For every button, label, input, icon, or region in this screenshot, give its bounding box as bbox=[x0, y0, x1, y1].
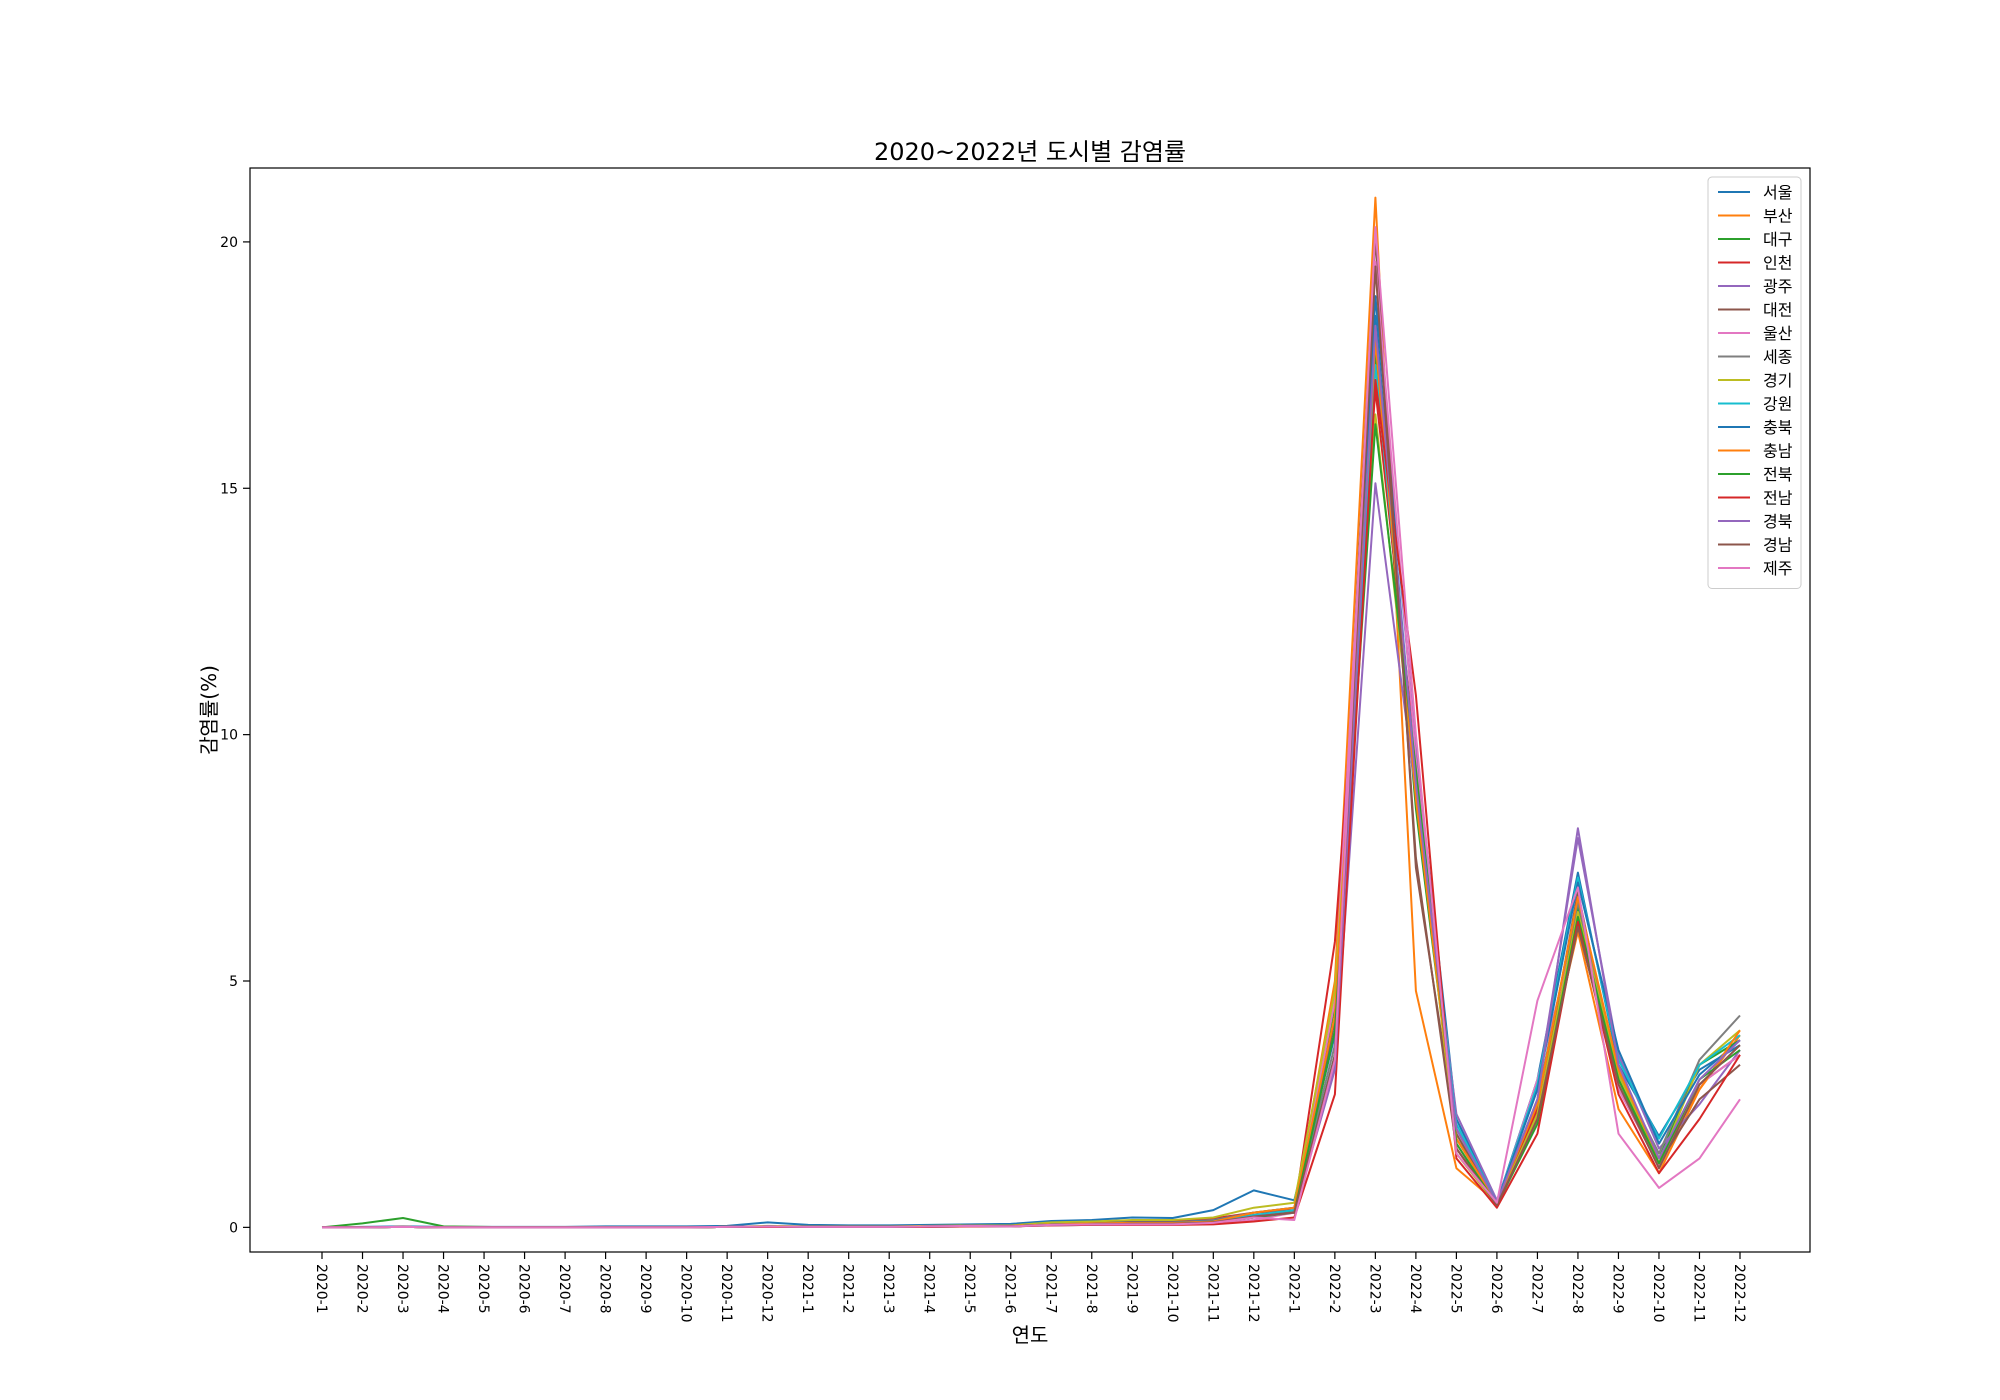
x-tick-label: 2021-10 bbox=[1164, 1264, 1180, 1323]
legend-label: 부산 bbox=[1763, 207, 1793, 226]
x-tick-label: 2020-3 bbox=[394, 1264, 410, 1314]
y-tick-label: 20 bbox=[220, 235, 238, 251]
chart-title: 2020~2022년 도시별 감염률 bbox=[874, 138, 1186, 166]
x-tick-label: 2020-9 bbox=[637, 1264, 653, 1314]
x-tick-label: 2022-8 bbox=[1569, 1264, 1585, 1314]
y-tick-label: 15 bbox=[220, 481, 238, 497]
x-tick-label: 2022-10 bbox=[1650, 1264, 1666, 1323]
x-tick-label: 2021-3 bbox=[880, 1264, 896, 1314]
legend-label: 대구 bbox=[1763, 230, 1792, 249]
y-tick-label: 5 bbox=[229, 974, 238, 990]
x-axis: 2020-1 2020-2 2020-3 2020-4 2020-5 2020-6 2020… bbox=[313, 1252, 1747, 1323]
x-tick-label: 2020-2 bbox=[354, 1264, 370, 1314]
x-tick-label: 2021-7 bbox=[1042, 1264, 1058, 1314]
x-tick-label: 2020-12 bbox=[759, 1264, 775, 1323]
legend-label: 강원 bbox=[1763, 395, 1792, 414]
x-tick-label: 2020-11 bbox=[718, 1264, 734, 1323]
x-tick-label: 2021-11 bbox=[1204, 1264, 1220, 1323]
x-tick-label: 2020-10 bbox=[678, 1264, 694, 1323]
legend-label: 울산 bbox=[1763, 324, 1793, 343]
x-tick-label: 2021-8 bbox=[1083, 1264, 1099, 1314]
legend-label: 충남 bbox=[1763, 442, 1793, 461]
legend-label: 인천 bbox=[1763, 254, 1792, 273]
x-tick-label: 2022-1 bbox=[1285, 1264, 1301, 1314]
legend-label: 서울 bbox=[1763, 183, 1792, 202]
x-tick-label: 2022-5 bbox=[1447, 1264, 1463, 1314]
x-tick-label: 2020-4 bbox=[435, 1264, 451, 1314]
y-tick-label: 0 bbox=[229, 1220, 238, 1236]
x-tick-label: 2022-4 bbox=[1407, 1264, 1423, 1314]
x-tick-label: 2022-12 bbox=[1731, 1264, 1747, 1323]
plot-frame bbox=[249, 167, 1811, 1253]
x-tick-label: 2022-11 bbox=[1691, 1264, 1707, 1323]
x-tick-label: 2020-1 bbox=[313, 1264, 329, 1314]
legend-label: 대전 bbox=[1763, 301, 1792, 320]
legend-label: 제주 bbox=[1763, 559, 1792, 578]
x-tick-label: 2021-5 bbox=[961, 1264, 977, 1314]
x-tick-label: 2021-12 bbox=[1245, 1264, 1261, 1323]
x-tick-label: 2021-6 bbox=[1002, 1264, 1018, 1314]
x-tick-label: 2022-6 bbox=[1488, 1264, 1504, 1314]
x-tick-label: 2022-7 bbox=[1528, 1264, 1544, 1314]
x-tick-label: 2021-9 bbox=[1123, 1264, 1139, 1314]
x-tick-label: 2021-4 bbox=[921, 1264, 937, 1314]
y-axis: 0 5 10 15 20 bbox=[220, 235, 250, 1236]
x-tick-label: 2020-7 bbox=[556, 1264, 572, 1314]
x-tick-label: 2021-1 bbox=[799, 1264, 815, 1314]
x-tick-label: 2020-8 bbox=[597, 1264, 613, 1314]
legend-label: 전북 bbox=[1763, 465, 1792, 484]
x-tick-label: 2021-2 bbox=[840, 1264, 856, 1314]
legend-box bbox=[1707, 176, 1802, 589]
x-tick-label: 2022-2 bbox=[1326, 1264, 1342, 1314]
x-axis-title: 연도 bbox=[1012, 1323, 1049, 1347]
x-tick-label: 2020-6 bbox=[516, 1264, 532, 1314]
series-lines bbox=[321, 196, 1741, 1229]
x-tick-label: 2022-3 bbox=[1366, 1264, 1382, 1314]
legend-label: 광주 bbox=[1763, 277, 1792, 296]
y-axis-title: 감염률(%) bbox=[197, 665, 221, 755]
legend-label: 세종 bbox=[1763, 348, 1792, 367]
legend-label: 전남 bbox=[1763, 489, 1793, 508]
legend-label: 충북 bbox=[1763, 418, 1792, 437]
legend-label: 경북 bbox=[1763, 512, 1792, 531]
x-tick-label: 2020-5 bbox=[475, 1264, 491, 1314]
legend-label: 경남 bbox=[1763, 536, 1793, 555]
series-line-17 bbox=[322, 226, 1741, 1229]
x-tick-label: 2022-9 bbox=[1610, 1264, 1626, 1314]
y-tick-label: 10 bbox=[220, 728, 238, 744]
legend-label: 경기 bbox=[1763, 371, 1792, 390]
